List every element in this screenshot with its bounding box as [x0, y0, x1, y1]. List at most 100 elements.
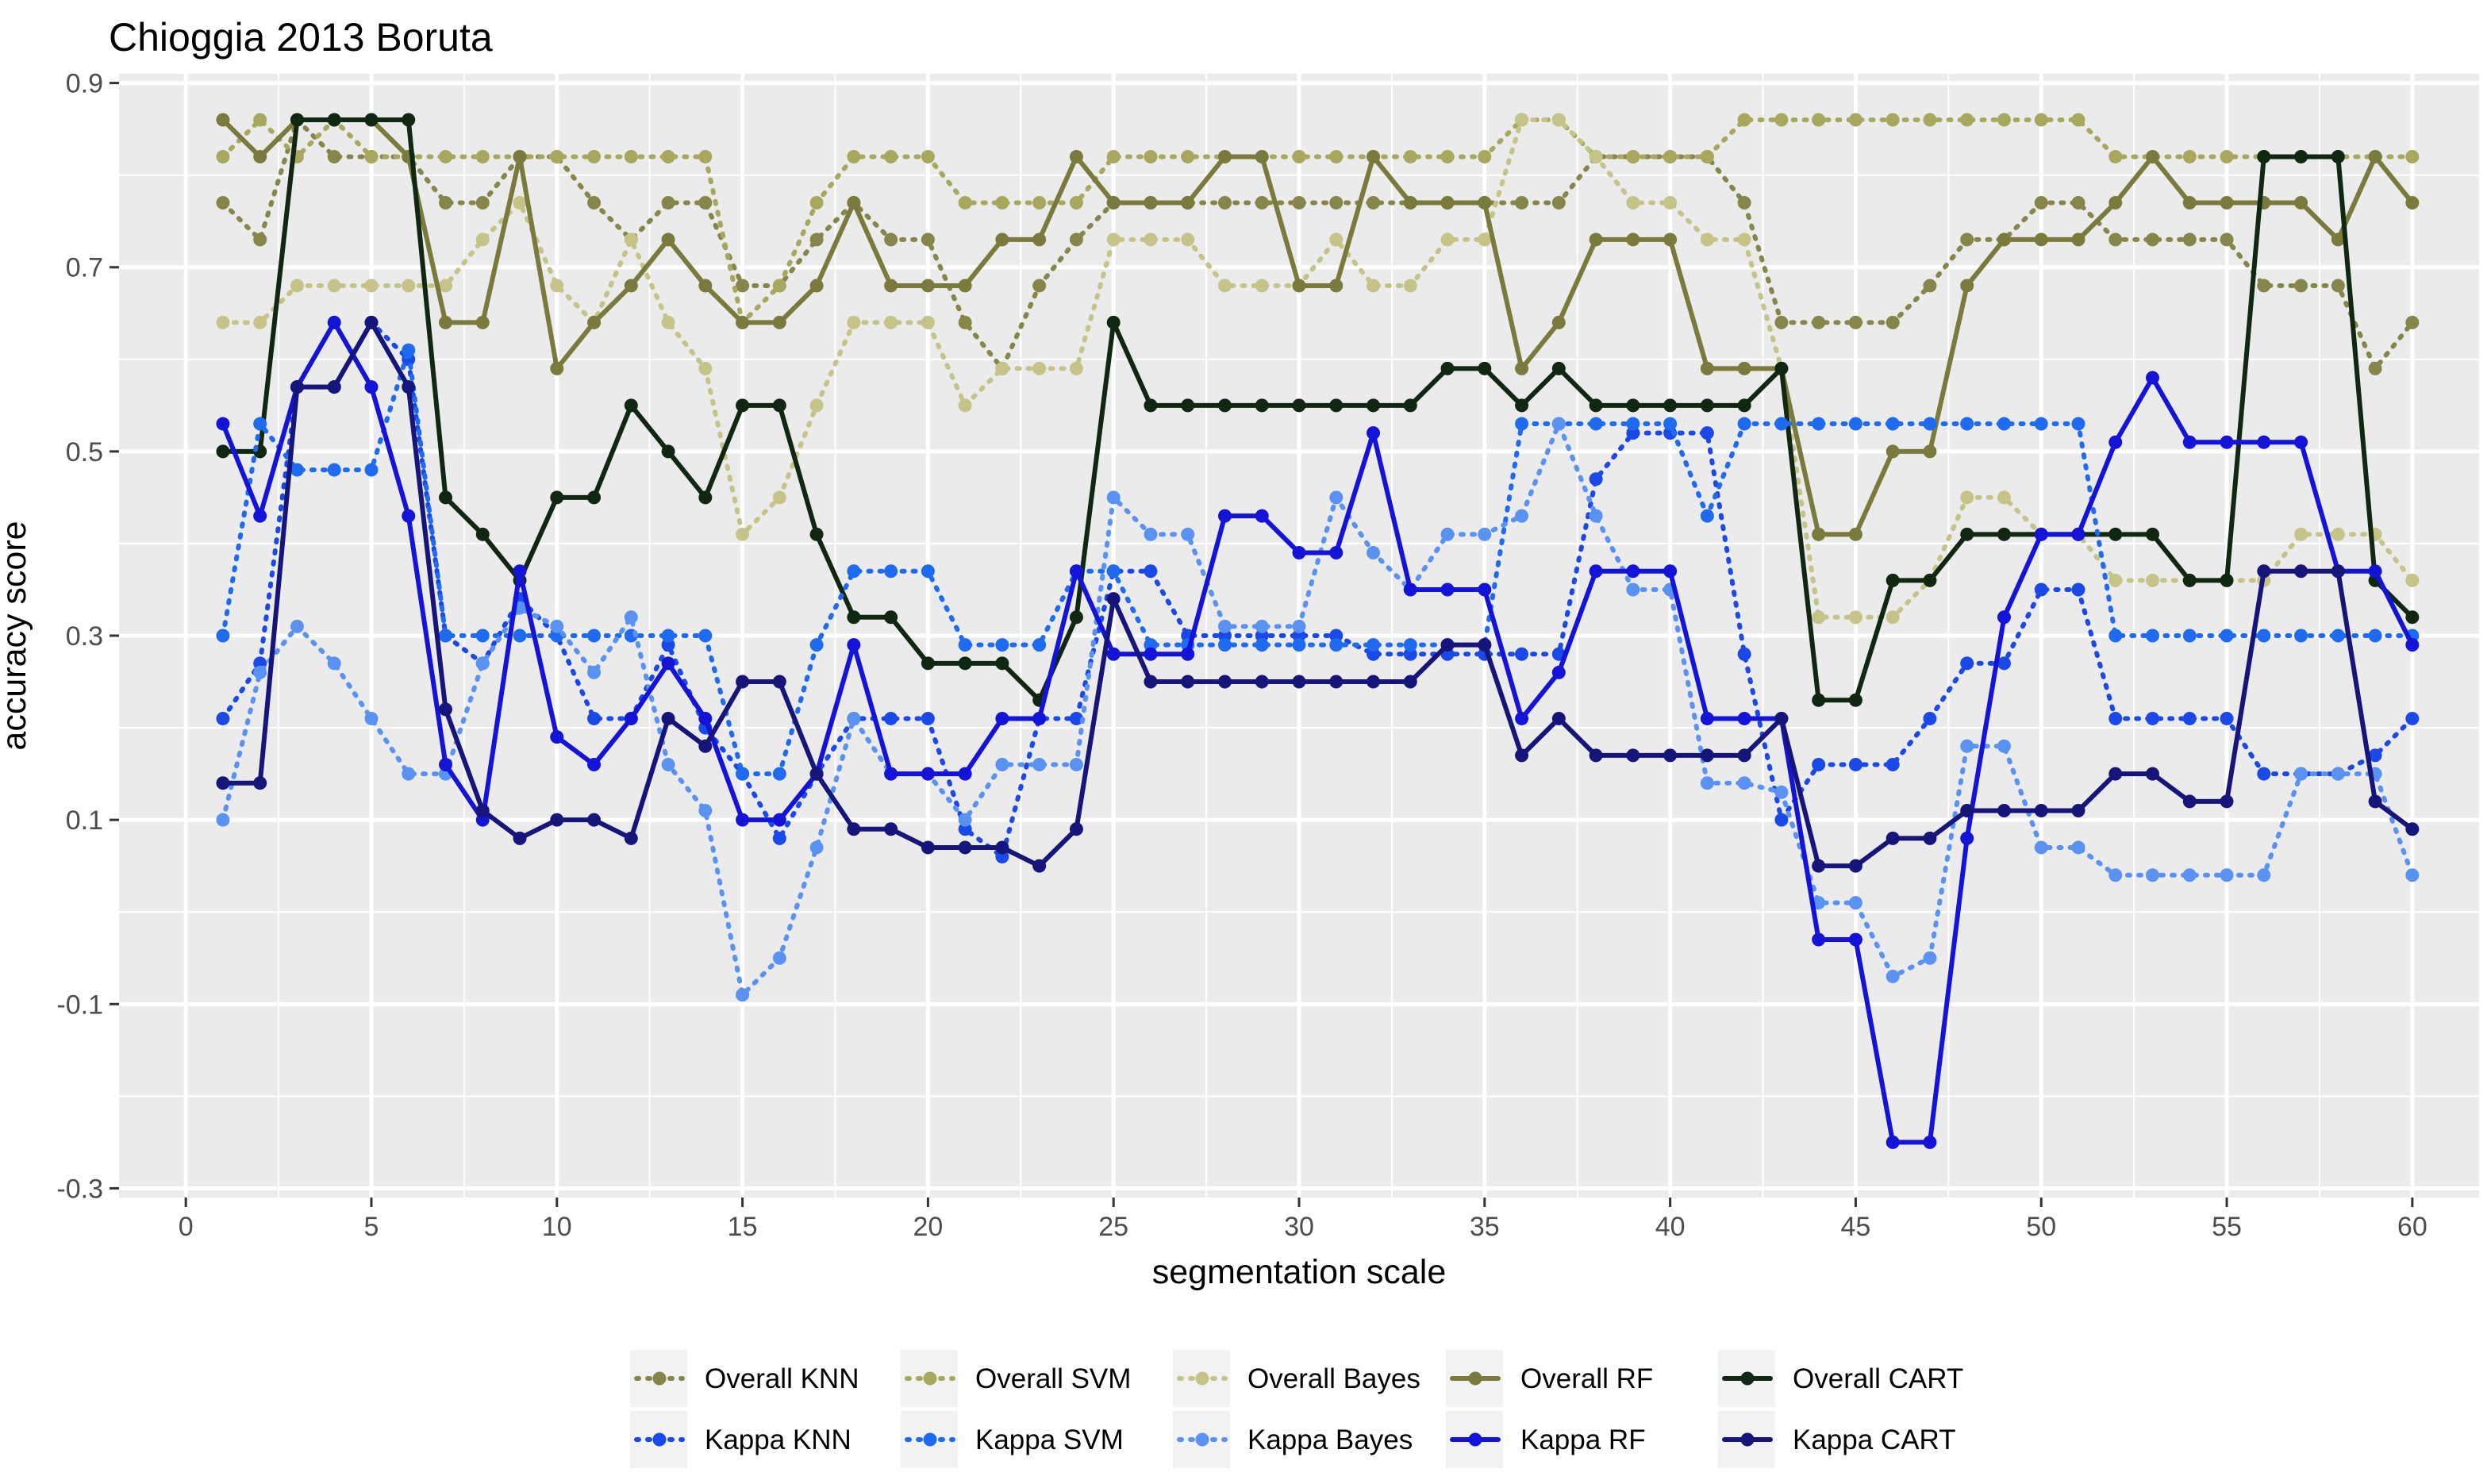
series-kappa-bayes: [216, 417, 2420, 1002]
legend-label: Kappa Bayes: [1247, 1424, 1413, 1455]
y-tick-label: 0.9: [66, 69, 103, 99]
data-point-kappa-rf: [921, 767, 935, 781]
data-point-kappa-svm: [661, 629, 675, 643]
data-point-overall-svm: [1478, 149, 1492, 163]
data-point-kappa-svm: [884, 564, 898, 579]
data-point-overall-svm: [995, 195, 1009, 210]
data-point-kappa-cart: [1367, 675, 1381, 689]
data-point-kappa-bayes: [2109, 868, 2123, 882]
data-point-overall-cart: [2220, 573, 2234, 587]
data-point-overall-bayes: [1144, 233, 1158, 247]
data-point-overall-bayes: [1217, 279, 1232, 293]
data-point-kappa-cart: [1217, 675, 1232, 689]
data-point-overall-knn: [475, 195, 490, 210]
data-point-kappa-cart: [661, 711, 675, 725]
data-point-overall-rf: [1700, 361, 1714, 375]
data-point-overall-rf: [772, 315, 786, 329]
legend-label: Overall KNN: [705, 1363, 859, 1394]
data-point-kappa-cart: [1181, 675, 1195, 689]
data-point-overall-rf: [1923, 444, 1937, 459]
data-point-overall-bayes: [1886, 610, 1900, 625]
data-point-kappa-knn: [1997, 656, 2011, 671]
data-point-kappa-cart: [1960, 804, 1974, 818]
data-point-overall-rf: [1997, 233, 2011, 247]
data-point-kappa-rf: [1292, 546, 1306, 560]
data-point-overall-bayes: [2109, 573, 2123, 587]
data-point-overall-bayes: [253, 315, 267, 329]
data-point-overall-bayes: [2331, 527, 2345, 541]
data-point-kappa-svm: [1589, 417, 1603, 431]
data-point-overall-cart: [884, 610, 898, 625]
data-point-overall-rf: [1069, 149, 1083, 163]
data-point-kappa-bayes: [2071, 840, 2085, 855]
data-point-overall-rf: [2331, 233, 2345, 247]
data-point-kappa-svm: [1329, 638, 1344, 652]
data-point-overall-knn: [661, 195, 675, 210]
data-point-kappa-rf: [1217, 509, 1232, 523]
data-point-kappa-cart: [772, 675, 786, 689]
data-point-kappa-rf: [2368, 564, 2382, 579]
data-point-overall-bayes: [513, 195, 527, 210]
data-point-kappa-svm: [1700, 509, 1714, 523]
data-point-kappa-bayes: [1774, 785, 1789, 799]
data-point-overall-svm: [1923, 113, 1937, 127]
data-point-kappa-rf: [772, 813, 786, 827]
data-point-overall-svm: [624, 149, 638, 163]
data-point-overall-rf: [995, 233, 1009, 247]
data-point-overall-cart: [1626, 398, 1640, 413]
data-point-kappa-bayes: [2294, 767, 2308, 781]
data-point-kappa-rf: [2182, 435, 2197, 449]
data-point-overall-bayes: [327, 279, 341, 293]
data-point-overall-rf: [216, 113, 230, 127]
data-point-overall-cart: [1848, 693, 1862, 707]
data-point-overall-knn: [958, 315, 972, 329]
data-point-kappa-rf: [958, 767, 972, 781]
data-point-kappa-rf: [364, 380, 379, 394]
data-point-overall-bayes: [736, 527, 750, 541]
data-point-overall-bayes: [290, 279, 304, 293]
data-point-overall-knn: [2034, 195, 2048, 210]
data-point-overall-cart: [1997, 527, 2011, 541]
data-point-kappa-knn: [1069, 711, 1083, 725]
data-point-kappa-cart: [438, 702, 452, 717]
data-point-kappa-rf: [661, 656, 675, 671]
data-point-kappa-cart: [2071, 804, 2085, 818]
data-point-kappa-rf: [1812, 932, 1826, 947]
data-point-overall-svm: [1626, 149, 1640, 163]
data-point-overall-svm: [550, 149, 564, 163]
data-point-overall-cart: [364, 113, 379, 127]
data-point-kappa-rf: [2257, 435, 2271, 449]
data-point-kappa-knn: [2368, 748, 2382, 763]
x-tick-label: 35: [1470, 1212, 1500, 1242]
data-point-overall-cart: [921, 656, 935, 671]
legend-item-overall-cart: Overall CART: [1718, 1350, 1963, 1407]
data-point-kappa-svm: [2294, 629, 2308, 643]
data-point-overall-rf: [1551, 315, 1566, 329]
data-point-kappa-rf: [1626, 564, 1640, 579]
data-point-kappa-cart: [958, 840, 972, 855]
data-point-kappa-cart: [1626, 748, 1640, 763]
y-tick-label: 0.7: [66, 253, 103, 283]
data-point-kappa-cart: [847, 822, 861, 836]
data-point-kappa-cart: [587, 813, 602, 827]
data-point-kappa-bayes: [587, 665, 602, 679]
data-point-kappa-bayes: [1144, 527, 1158, 541]
data-point-overall-svm: [2405, 149, 2420, 163]
data-point-kappa-rf: [1106, 647, 1121, 661]
data-point-overall-cart: [1478, 361, 1492, 375]
data-point-overall-bayes: [1626, 195, 1640, 210]
data-point-kappa-cart: [2405, 822, 2420, 836]
data-point-kappa-svm: [1774, 417, 1789, 431]
data-point-kappa-bayes: [475, 656, 490, 671]
data-point-overall-bayes: [1812, 610, 1826, 625]
legend-item-overall-svm: Overall SVM: [901, 1350, 1131, 1407]
data-point-overall-cart: [1367, 398, 1381, 413]
data-point-kappa-bayes: [698, 804, 713, 818]
data-point-kappa-cart: [1812, 859, 1826, 873]
data-point-kappa-svm: [1848, 417, 1862, 431]
data-point-overall-knn: [2257, 279, 2271, 293]
data-point-kappa-knn: [1848, 757, 1862, 771]
data-point-overall-svm: [1886, 113, 1900, 127]
series-kappa-svm: [216, 343, 2420, 781]
